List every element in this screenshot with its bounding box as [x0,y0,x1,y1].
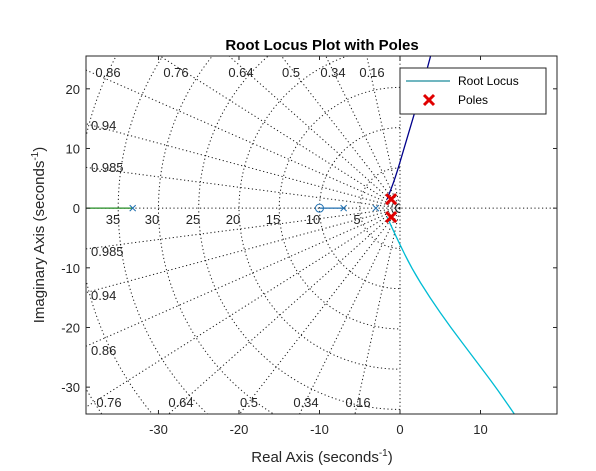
damping-label-bottom: 0.16 [345,395,370,410]
legend-box [399,67,547,115]
sgrid [86,56,557,414]
legend-poles-swatch [422,93,436,107]
damping-label-top: 0.76 [163,65,188,80]
x-tick-label: -30 [149,422,168,437]
y-tick-label: -30 [61,380,80,395]
damping-ray [86,166,401,209]
damping-label-left: 0.94 [91,288,116,303]
y-tick-label: -20 [61,320,80,335]
locus-branch-1 [386,216,515,414]
open-loop-pole-marker [372,204,380,212]
x-tick-label: -20 [230,422,249,437]
y-tick-label: 20 [66,82,80,97]
plot-area [86,56,557,414]
pole-stroke [385,193,398,206]
damping-label-bottom: 0.64 [168,395,193,410]
damping-label-bottom: 0.34 [293,395,318,410]
frequency-label: 35 [106,212,120,227]
legend[interactable]: Root Locus Poles [399,67,547,115]
pole-stroke [385,211,398,224]
damping-label-top: 0.16 [359,65,384,80]
damping-label-top: 0.86 [95,65,120,80]
x-axis-label: Real Axis (seconds-1) [251,448,392,466]
damping-label-bottom: 0.76 [96,395,121,410]
frequency-label: 15 [266,212,280,227]
damping-label-left: 0.94 [91,118,116,133]
damping-ray [167,207,401,414]
frequency-label: 5 [353,212,360,227]
damping-label-bottom: 0.5 [240,395,258,410]
open-loop-pole-marker [129,204,137,212]
y-axis-label: Imaginary Axis (seconds-1) [30,147,48,323]
damping-label-top: 0.5 [282,65,300,80]
frequency-label: 25 [186,212,200,227]
frequency-label: 20 [226,212,240,227]
damping-label-left: 0.985 [91,244,124,259]
plot-frame [85,55,558,415]
frequency-label: 10 [306,212,320,227]
markers [129,193,398,224]
axis-ticks: -30 -20 -10 0 10 -30 -20 -10 0 10 20 [61,56,557,437]
y-tick-label: -10 [61,261,80,276]
x-tick-label: 0 [396,422,403,437]
open-loop-pole-stroke [129,204,137,212]
frequency-circle [278,86,401,330]
damping-ray [354,208,401,414]
pole-marker [385,193,398,206]
frequency-circle [318,127,401,290]
damping-label-left: 0.86 [91,343,116,358]
zero-marker [314,203,324,213]
open-loop-pole-stroke [340,204,347,212]
frequency-circle [198,56,401,410]
x-tick-label: -10 [310,422,329,437]
x-tick-label: 10 [473,422,487,437]
damping-label-left: 0.985 [91,160,124,175]
open-loop-pole-stroke [372,204,380,212]
legend-root-locus-label: Root Locus [458,74,519,88]
damping-ray [366,56,401,209]
chart-title: Root Locus Plot with Poles [225,37,418,54]
damping-label-top: 0.64 [228,65,253,80]
frequency-label: 30 [145,212,159,227]
sgrid-labels: 0.86 0.76 0.64 0.5 0.34 0.16 0.76 0.64 0.5 0.34 0.… [91,65,385,410]
pole-marker [385,211,398,224]
damping-ray [86,207,401,408]
damping-ray [228,56,401,209]
damping-ray [86,207,401,250]
open-loop-pole-marker [340,204,347,212]
legend-poles-label: Poles [458,93,488,107]
y-tick-label: 0 [73,201,80,216]
damping-label-top: 0.34 [320,65,345,80]
y-tick-label: 10 [66,141,80,156]
